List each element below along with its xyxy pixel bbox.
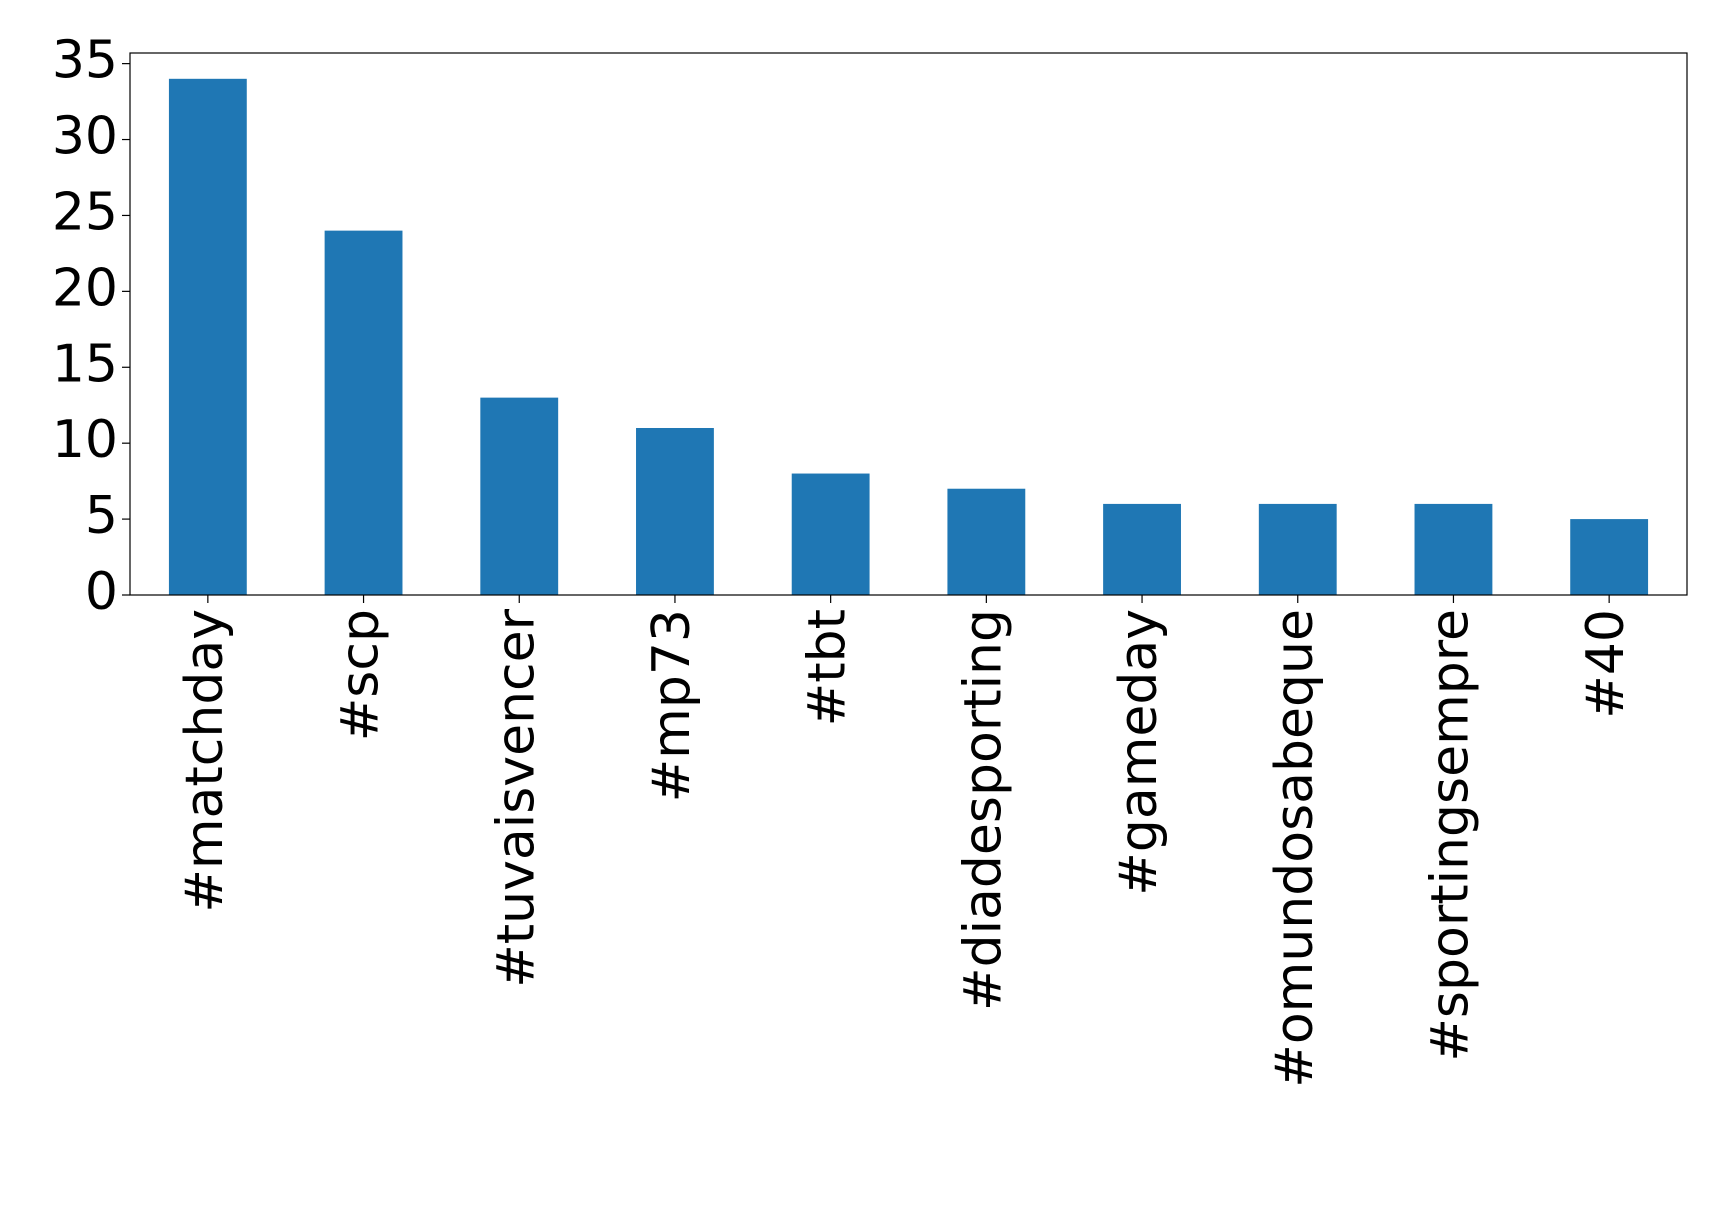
bar: [1258, 503, 1337, 595]
y-tick-label: 25: [52, 182, 118, 242]
plot-frame: [129, 52, 1688, 596]
x-tick-label: #omundosabeque: [1265, 609, 1325, 1088]
bar: [947, 488, 1026, 595]
y-tick-label: 15: [52, 334, 118, 394]
x-tick-label: #matchday: [175, 609, 235, 913]
x-tick-label: #gameday: [1109, 609, 1169, 896]
y-tick-label: 5: [85, 486, 118, 546]
x-tick-label: #mp73: [642, 609, 702, 802]
x-tick-label: #diadesporting: [953, 609, 1013, 1011]
bar: [1570, 519, 1649, 595]
x-tick-label: #tuvaisvencer: [486, 608, 546, 987]
bar: [168, 78, 247, 596]
y-tick-label: 30: [52, 107, 118, 167]
y-tick-label: 0: [85, 562, 118, 622]
y-tick-label: 20: [52, 258, 118, 318]
bar: [324, 230, 403, 595]
y-tick-label: 35: [52, 31, 118, 91]
bar: [1414, 503, 1493, 595]
x-tick-label: #scp: [331, 609, 391, 741]
x-tick-label: #tbt: [798, 609, 858, 726]
bar: [636, 427, 714, 595]
x-tick-label: #40: [1576, 609, 1636, 719]
bar: [1103, 503, 1181, 595]
x-tick-label: #sportingsempre: [1420, 609, 1480, 1062]
bar: [791, 473, 870, 595]
bar: [480, 397, 559, 595]
y-tick-label: 10: [52, 410, 118, 470]
